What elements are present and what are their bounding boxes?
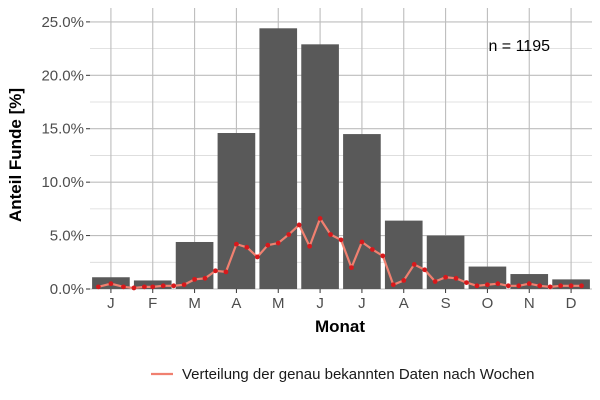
minor-gridlines	[90, 48, 592, 263]
weekly-point	[131, 285, 137, 291]
weekly-point	[568, 283, 574, 289]
bar	[217, 133, 256, 289]
weekly-point	[432, 279, 438, 284]
weekly-point	[286, 232, 292, 237]
bars	[92, 28, 590, 289]
weekly-point	[349, 265, 354, 271]
weekly-point	[275, 240, 281, 246]
weekly-point	[192, 276, 197, 282]
weekly-point	[495, 281, 501, 287]
weekly-point	[359, 239, 365, 245]
x-tick-label: J	[316, 295, 324, 312]
weekly-point	[380, 253, 386, 259]
x-tick-label: J	[107, 295, 115, 312]
y-tick-label: 25.0%	[41, 14, 84, 31]
weekly-point	[516, 283, 522, 289]
weekly-point	[474, 283, 480, 289]
weekly-point	[558, 283, 564, 289]
weekly-point	[254, 254, 260, 260]
bar	[426, 235, 465, 289]
x-tick-label: M	[272, 295, 285, 312]
weekly-point	[317, 216, 323, 221]
weekly-point	[95, 284, 101, 290]
y-tick-label: 15.0%	[41, 121, 84, 138]
weekly-point	[526, 281, 532, 287]
weekly-point	[244, 244, 250, 250]
weekly-point	[141, 284, 147, 290]
y-tick-labels: 0.0% 5.0% 10.0% 15.0% 20.0% 25.0%	[41, 14, 90, 298]
x-tick-label: D	[566, 295, 577, 312]
weekly-point	[328, 232, 333, 237]
weekly-point	[296, 222, 302, 228]
weekly-point	[213, 268, 218, 274]
bar	[343, 134, 381, 289]
weekly-point	[181, 282, 187, 288]
weekly-point	[390, 282, 396, 288]
y-tick-label: 20.0%	[41, 67, 84, 84]
weekly-point	[150, 284, 156, 290]
y-tick-label: 0.0%	[50, 281, 84, 298]
x-tick-label: N	[524, 295, 535, 312]
weekly-point	[160, 283, 166, 289]
weekly-point	[485, 282, 490, 288]
weekly-point	[338, 237, 344, 243]
weekly-point	[443, 274, 448, 280]
annotation-n: n = 1195	[488, 38, 550, 55]
weekly-point	[547, 284, 553, 290]
y-tick-label: 5.0%	[50, 228, 84, 245]
weekly-point	[369, 247, 375, 252]
x-tick-label: O	[482, 295, 494, 312]
weekly-point	[108, 281, 114, 287]
weekly-point	[422, 267, 428, 273]
legend-label: Verteilung der genau bekannten Daten nac…	[182, 366, 535, 383]
weekly-point	[307, 243, 313, 249]
bar	[175, 241, 214, 289]
weekly-point	[202, 275, 208, 281]
weekly-point	[579, 283, 584, 289]
weekly-series-line	[98, 217, 582, 290]
weekly-point	[265, 242, 271, 248]
weekly-line	[95, 216, 584, 291]
weekly-point	[223, 269, 229, 275]
x-tick-label: F	[148, 295, 157, 312]
weekly-point	[121, 284, 126, 290]
weekly-point	[411, 262, 417, 267]
x-tick-label: A	[399, 295, 409, 312]
y-tick-label: 10.0%	[41, 174, 84, 191]
y-axis-title: Anteil Funde [%]	[6, 88, 25, 222]
legend: Verteilung der genau bekannten Daten nac…	[151, 366, 535, 383]
bar	[301, 44, 339, 289]
weekly-point	[464, 280, 469, 285]
weekly-point	[171, 283, 177, 289]
x-tick-label: S	[441, 295, 451, 312]
x-tick-label: A	[231, 295, 241, 312]
weekly-point	[234, 241, 239, 247]
weekly-point	[537, 283, 543, 289]
weekly-point	[401, 278, 407, 283]
x-tick-label: M	[188, 295, 201, 312]
weekly-point	[505, 283, 511, 289]
weekly-point	[453, 275, 459, 281]
x-tick-label: J	[358, 295, 366, 312]
x-axis-title: Monat	[315, 317, 365, 336]
